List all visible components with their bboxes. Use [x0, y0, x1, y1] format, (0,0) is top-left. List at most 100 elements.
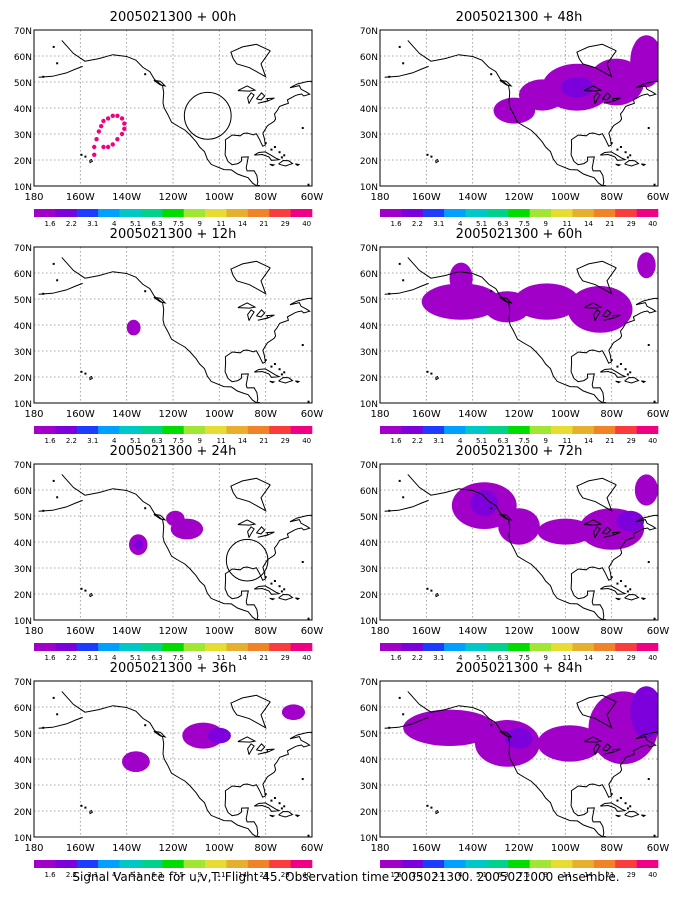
colorbar-label: 4 — [112, 654, 117, 662]
x-tick-label: 120W — [159, 192, 188, 203]
coastline — [247, 92, 255, 104]
colorbar-swatch — [486, 426, 509, 434]
island — [616, 582, 619, 585]
colorbar-swatch — [486, 209, 509, 217]
coastline — [641, 597, 647, 601]
colorbar-label: 5.1 — [130, 871, 141, 879]
colorbar-swatch — [119, 209, 142, 217]
colorbar-label: 11 — [563, 654, 572, 662]
x-tick-label: 100W — [551, 626, 580, 637]
flight-point — [98, 124, 104, 129]
figure-caption: Signal Variance for u,v,T. Flight 45. Ob… — [72, 870, 620, 884]
island — [144, 507, 147, 510]
coastline — [295, 814, 301, 818]
colorbar-label: 5.1 — [130, 654, 141, 662]
colorbar-swatch — [401, 860, 424, 868]
coastline — [435, 809, 440, 815]
y-tick-label: 20N — [14, 808, 32, 818]
coastline — [384, 65, 429, 78]
colorbar-label: 6.3 — [151, 437, 162, 445]
x-tick-label: 100W — [205, 843, 234, 854]
colorbar-swatch — [551, 860, 573, 868]
x-tick-label: 160W — [66, 843, 95, 854]
colorbar-swatch — [593, 426, 616, 434]
colorbar-label: 40 — [648, 654, 657, 662]
y-tick-label: 10N — [14, 183, 32, 193]
y-tick-label: 40N — [360, 539, 378, 549]
colorbar-label: 6.3 — [151, 871, 162, 879]
colorbar-swatch — [529, 209, 552, 217]
x-tick-label: 160W — [66, 409, 95, 420]
colorbar-swatch — [226, 643, 249, 651]
coastline — [61, 474, 312, 620]
coastline — [256, 526, 266, 535]
x-tick-label: 180 — [24, 409, 43, 420]
y-tick-label: 20N — [14, 157, 32, 167]
coastline — [61, 257, 312, 403]
y-tick-label: 50N — [360, 730, 378, 740]
flight-point — [92, 144, 97, 150]
map-panel: 2005021300 + 00h 10N 20N 30N 40N 50N 60N 70N 180… — [14, 10, 324, 228]
coastline — [254, 802, 281, 812]
colorbar-swatch — [508, 643, 530, 651]
x-tick-label: 140W — [112, 626, 141, 637]
colorbar-swatch — [183, 860, 206, 868]
colorbar-swatch — [205, 209, 227, 217]
island — [626, 156, 629, 159]
coastline — [269, 814, 276, 818]
island — [398, 696, 401, 699]
colorbar-label: 2.2 — [66, 437, 77, 445]
colorbar-swatch — [140, 860, 163, 868]
x-tick-label: 100W — [551, 843, 580, 854]
y-tick-label: 60N — [360, 704, 378, 714]
colorbar-label: 2.2 — [412, 654, 423, 662]
colorbar-label: 29 — [281, 654, 290, 662]
x-tick-label: 160W — [412, 409, 441, 420]
y-tick-label: 10N — [14, 400, 32, 410]
y-tick-label: 10N — [360, 400, 378, 410]
colorbar-swatch — [76, 643, 99, 651]
colorbar-swatch — [226, 860, 249, 868]
colorbar-label: 40 — [648, 871, 657, 879]
island — [52, 262, 55, 265]
colorbar-label: 9 — [197, 871, 201, 879]
coastline — [153, 296, 167, 304]
island — [80, 587, 83, 590]
colorbar-label: 6.3 — [151, 654, 162, 662]
colorbar-swatch — [465, 426, 488, 434]
colorbar-label: 3.1 — [87, 220, 98, 228]
colorbar-label: 7.5 — [519, 871, 530, 879]
x-tick-label: 80W — [254, 192, 277, 203]
colorbar-label: 2.2 — [66, 220, 77, 228]
colorbar-swatch — [183, 643, 206, 651]
colorbar-label: 5.1 — [476, 220, 487, 228]
island — [624, 151, 627, 154]
map-panel: 2005021300 + 60h 10N 20N 30N 40N 50N 60N 70N 180… — [360, 227, 670, 445]
colorbar-label: 1.6 — [390, 871, 402, 879]
x-tick-label: 120W — [159, 843, 188, 854]
x-tick-label: 80W — [600, 626, 623, 637]
island — [626, 807, 629, 810]
colorbar-label: 6.3 — [497, 437, 508, 445]
colorbar-label: 4 — [458, 654, 463, 662]
island — [490, 73, 493, 76]
map-area — [380, 247, 658, 403]
coastline — [278, 376, 294, 384]
island — [402, 279, 405, 282]
y-tick-label: 10N — [360, 834, 378, 844]
coastline — [583, 302, 603, 309]
colorbar-label: 4 — [458, 220, 463, 228]
island — [624, 802, 627, 805]
x-tick-label: 120W — [505, 843, 534, 854]
island — [624, 368, 627, 371]
x-tick-label: 60W — [301, 843, 324, 854]
colorbar-swatch — [551, 643, 573, 651]
map-area — [380, 464, 658, 620]
colorbar-swatch — [615, 643, 637, 651]
x-tick-label: 100W — [205, 626, 234, 637]
island — [56, 496, 59, 499]
x-tick-label: 60W — [647, 409, 670, 420]
coastline — [278, 593, 294, 601]
y-tick-label: 50N — [360, 513, 378, 523]
